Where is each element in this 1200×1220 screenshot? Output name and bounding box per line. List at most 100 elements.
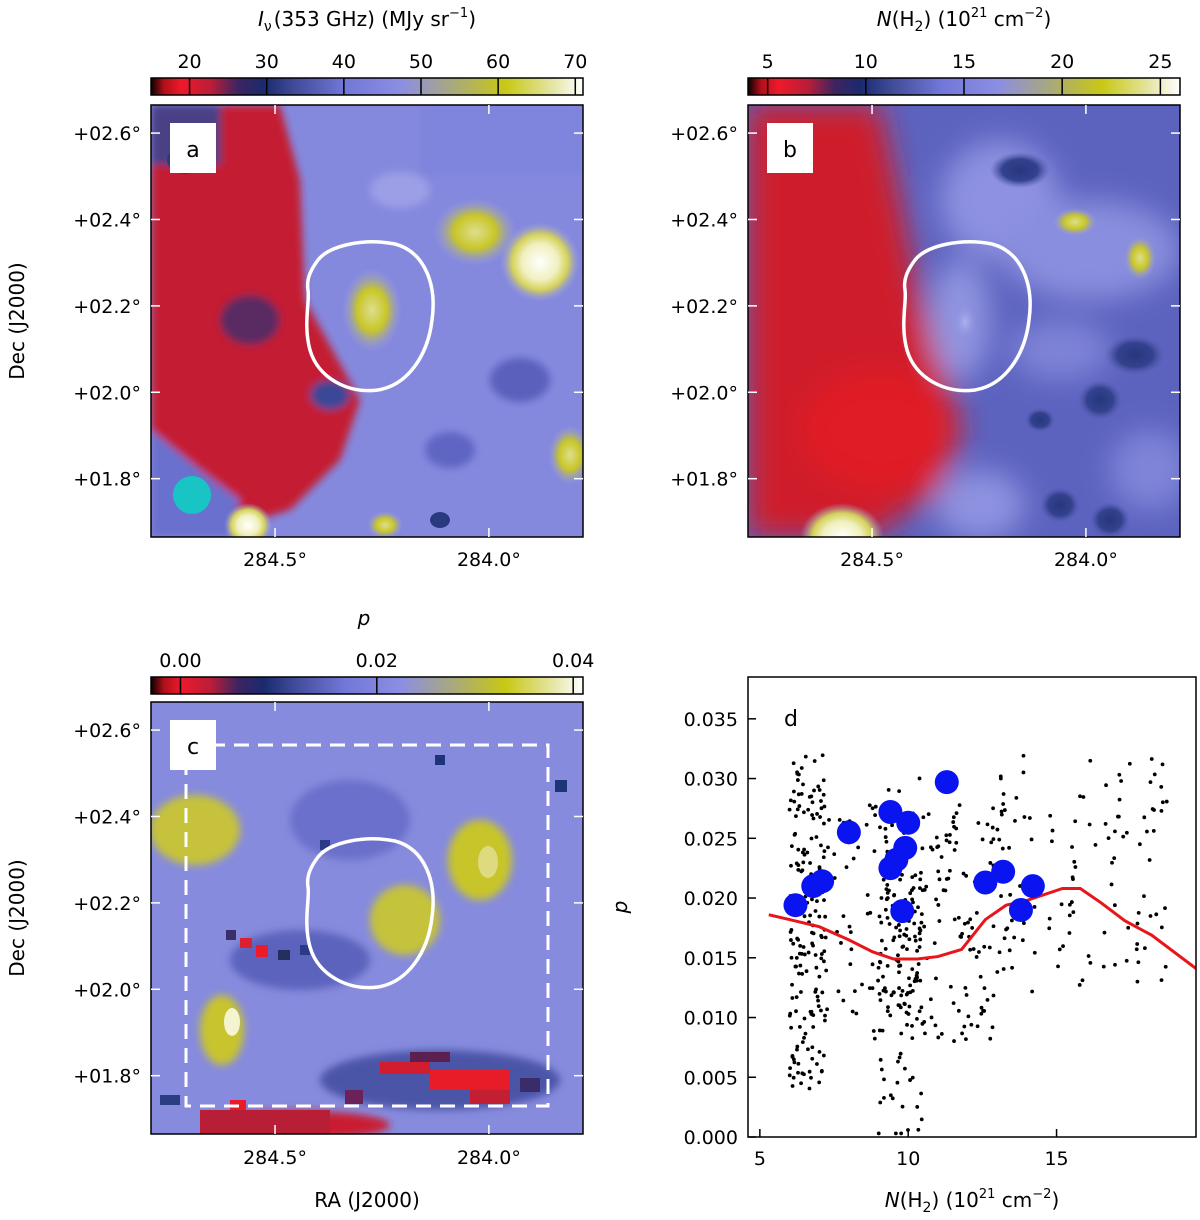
background-point bbox=[1164, 799, 1169, 804]
background-point bbox=[797, 804, 802, 808]
intensity-map bbox=[151, 105, 583, 537]
background-point bbox=[794, 814, 798, 819]
background-point bbox=[814, 965, 819, 970]
y-tick-label: 0.005 bbox=[684, 1067, 738, 1089]
y-tick-label: +02.0° bbox=[73, 382, 141, 404]
background-point bbox=[819, 1008, 823, 1013]
background-point bbox=[817, 914, 822, 919]
background-point bbox=[1116, 814, 1121, 819]
background-point bbox=[815, 812, 819, 816]
background-point bbox=[789, 844, 794, 849]
y-tick-label: +02.0° bbox=[670, 382, 738, 404]
y-tick-label: 0.000 bbox=[684, 1127, 738, 1149]
background-point bbox=[899, 993, 904, 998]
colorbar-tick-label: 10 bbox=[854, 51, 878, 73]
highlight-point bbox=[890, 899, 915, 924]
colorbar-a-ticks: 20 30 40 50 60 70 bbox=[177, 51, 587, 95]
background-point bbox=[926, 812, 931, 817]
background-point bbox=[913, 873, 918, 878]
background-point bbox=[811, 1013, 816, 1018]
colorbar-b: 5 10 15 20 25 N(H2) (1021 cm−2) bbox=[747, 6, 1181, 96]
background-point bbox=[1101, 964, 1106, 969]
background-point bbox=[849, 947, 854, 952]
background-point bbox=[848, 962, 853, 967]
background-point bbox=[1059, 902, 1064, 907]
background-point bbox=[813, 953, 818, 957]
background-point bbox=[913, 938, 918, 943]
background-point bbox=[915, 948, 920, 953]
background-point bbox=[1067, 931, 1072, 935]
background-point bbox=[924, 884, 929, 889]
background-point bbox=[1149, 757, 1154, 761]
colorbar-b-title: N(H2) (1021 cm−2) bbox=[877, 6, 1052, 35]
background-point bbox=[922, 888, 927, 892]
background-point bbox=[979, 1005, 984, 1010]
background-point bbox=[1032, 950, 1037, 955]
background-point bbox=[998, 774, 1003, 779]
background-point bbox=[807, 1086, 812, 1091]
y-tick-label: +01.8° bbox=[73, 1066, 141, 1088]
highlight-point bbox=[836, 820, 861, 845]
background-point bbox=[1126, 925, 1131, 930]
background-point bbox=[799, 792, 804, 796]
y-tick-label: +02.6° bbox=[73, 720, 141, 742]
background-point bbox=[936, 869, 941, 874]
background-point bbox=[1151, 829, 1156, 833]
axes-d: 5 10 15 0.000 0.005 0.010 0.015 0.020 0.025 0.030… bbox=[684, 709, 1069, 1170]
background-point bbox=[904, 1010, 909, 1015]
background-point bbox=[1002, 808, 1007, 812]
x-tick-label: 284.5° bbox=[243, 549, 307, 571]
background-point bbox=[802, 952, 807, 957]
background-point bbox=[917, 926, 922, 931]
background-point bbox=[952, 848, 957, 852]
background-point bbox=[1159, 925, 1164, 930]
background-point bbox=[985, 998, 990, 1002]
background-point bbox=[1087, 822, 1092, 827]
background-point bbox=[806, 807, 811, 812]
y-tick-label: 0.030 bbox=[684, 769, 738, 791]
background-point bbox=[896, 953, 900, 958]
background-point bbox=[799, 1081, 803, 1086]
background-point bbox=[1142, 946, 1147, 951]
background-point bbox=[954, 826, 959, 831]
background-point bbox=[884, 887, 889, 892]
background-point bbox=[823, 1018, 827, 1023]
background-point bbox=[913, 934, 917, 939]
background-point bbox=[802, 852, 807, 857]
background-point bbox=[919, 1117, 924, 1122]
background-point bbox=[822, 821, 826, 826]
panel-c-tag-box bbox=[170, 720, 216, 770]
background-point bbox=[934, 976, 938, 981]
background-point bbox=[1048, 813, 1053, 818]
background-point bbox=[957, 803, 962, 808]
background-point bbox=[991, 806, 995, 811]
y-tick-label: +02.2° bbox=[73, 296, 141, 318]
background-point bbox=[796, 847, 801, 852]
background-point bbox=[964, 873, 969, 878]
background-point bbox=[896, 1059, 900, 1064]
background-point bbox=[1061, 944, 1065, 949]
y-tick-label: +01.8° bbox=[670, 469, 738, 491]
background-point bbox=[810, 800, 815, 805]
background-point bbox=[878, 825, 882, 830]
background-point bbox=[1150, 807, 1155, 811]
background-point bbox=[1077, 983, 1082, 987]
highlight-point bbox=[1008, 897, 1033, 922]
background-point bbox=[1032, 905, 1037, 909]
background-point bbox=[885, 883, 890, 887]
background-point bbox=[991, 837, 996, 842]
xlabel-d: N(H2) (1021 cm−2) bbox=[885, 1187, 1060, 1216]
background-point bbox=[910, 1023, 914, 1028]
background-point bbox=[899, 1131, 904, 1136]
background-point bbox=[798, 943, 803, 948]
background-point bbox=[806, 950, 811, 955]
background-point bbox=[877, 914, 882, 919]
background-point bbox=[856, 845, 861, 850]
background-point bbox=[1127, 761, 1132, 766]
background-point bbox=[966, 920, 970, 925]
background-point bbox=[1145, 829, 1149, 834]
background-point bbox=[919, 870, 923, 875]
background-point bbox=[963, 985, 968, 990]
background-point bbox=[1113, 962, 1117, 967]
background-point bbox=[817, 1049, 822, 1054]
